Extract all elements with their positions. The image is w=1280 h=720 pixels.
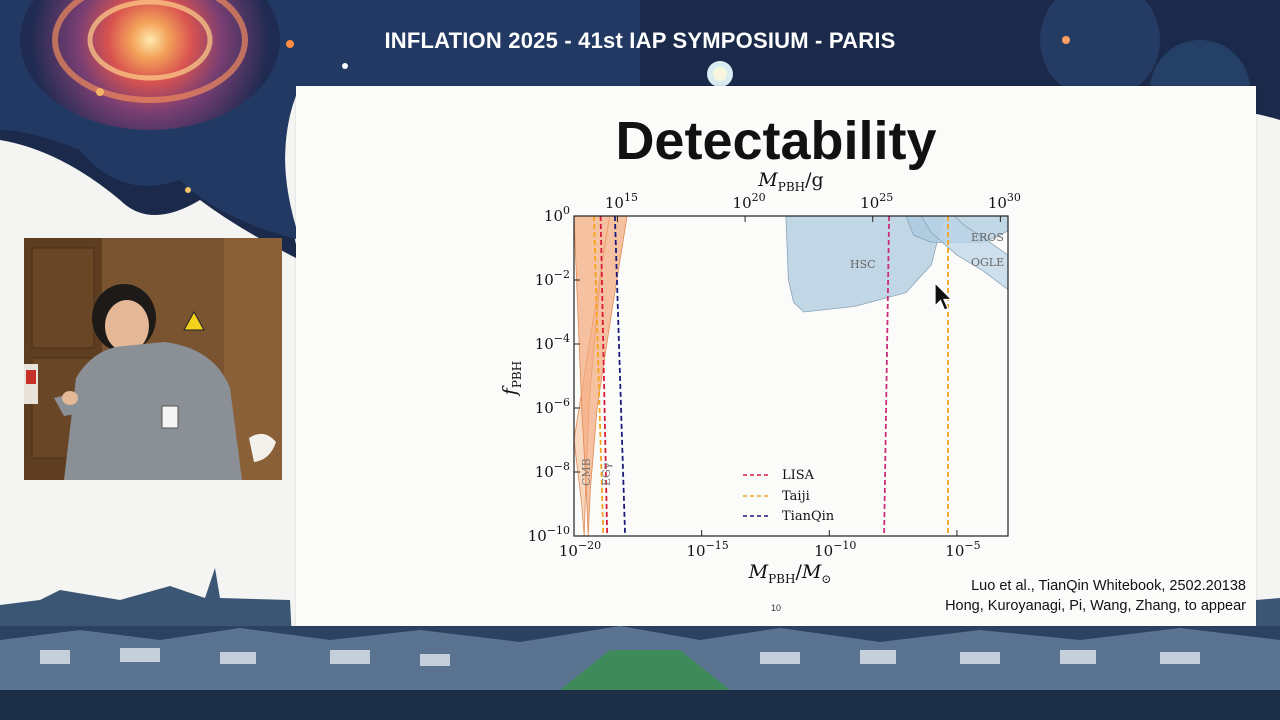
series-line-taiji	[593, 216, 605, 536]
y-tick-label: 10−4	[535, 332, 570, 353]
legend-label-taiji: Taiji	[782, 489, 810, 504]
top-tick-label: 1015	[605, 191, 638, 212]
region-label-hsc: HSC	[850, 258, 876, 271]
top-tick-label: 1020	[733, 191, 766, 212]
banner-title: INFLATION 2025 - 41st IAP SYMPOSIUM - PA…	[384, 28, 896, 53]
x-tick-label: 10−20	[559, 539, 601, 560]
reference-1: Luo et al., TianQin Whitebook, 2502.2013…	[971, 578, 1246, 594]
y-tick-label: 10−8	[535, 460, 570, 481]
x-axis-label: MPBH/M⊙	[748, 561, 832, 586]
y-tick-label: 10−6	[535, 396, 570, 417]
series-line-stellar-3	[883, 216, 890, 536]
constraint-region-eg	[574, 216, 628, 536]
x-tick-label: 10−5	[945, 539, 980, 560]
plot-frame	[573, 215, 1009, 537]
series-line-tianqin	[614, 216, 626, 536]
top-tick-label: 1025	[860, 191, 893, 212]
legend-label-tianqin: TianQin	[782, 509, 835, 524]
x-tick-label: 10−15	[686, 539, 728, 560]
references: Luo et al., TianQin Whitebook, 2502.2013…	[945, 576, 1246, 616]
presentation-slide: Detectability 10−20 10−15 10−10 10−5 10−10 10…	[296, 86, 1256, 626]
mouse-cursor-icon	[934, 282, 953, 311]
reference-2: Hong, Kuroyanagi, Pi, Wang, Zhang, to ap…	[945, 598, 1246, 614]
region-label-eros: EROS	[971, 231, 1004, 244]
region-label-ogle: OGLE	[971, 256, 1004, 269]
speaker-video	[24, 238, 282, 480]
y-axis-label: fPBH	[499, 361, 524, 397]
page-number: 10	[770, 603, 781, 613]
top-axis-label: MPBH/g	[757, 169, 823, 194]
top-tick-label: 1030	[988, 191, 1021, 212]
y-tick-label: 10−2	[535, 268, 570, 289]
constraint-region-ogle	[920, 216, 1008, 291]
region-label-cmb: CMB	[580, 458, 593, 486]
y-tick-label: 100	[544, 204, 570, 225]
detectability-chart: 10−20 10−15 10−10 10−5 10−10 10−8 10−6 10−4 10−2…	[499, 169, 1021, 586]
legend-label-lisa: LISA	[782, 468, 815, 483]
series-line-lisa	[599, 216, 609, 536]
x-tick-label: 10−10	[814, 539, 856, 560]
region-label-egamma: EGγ	[600, 462, 613, 486]
y-tick-label: 10−10	[528, 524, 570, 545]
slide-title: Detectability	[615, 111, 937, 171]
chart-legend: LISA Taiji TianQin	[743, 468, 835, 524]
